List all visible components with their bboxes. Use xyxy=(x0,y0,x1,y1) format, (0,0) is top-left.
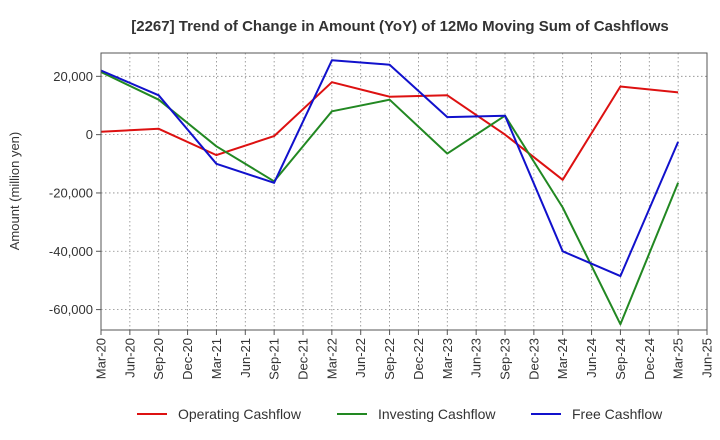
legend-label-1: Operating Cashflow xyxy=(178,406,302,422)
x-tick-label: Sep-23 xyxy=(498,338,513,380)
series-line-2 xyxy=(100,71,680,326)
x-tick-label: Mar-20 xyxy=(94,338,109,379)
series-line-1 xyxy=(100,81,679,181)
y-tick-label: 0 xyxy=(86,127,93,142)
x-ticks: Mar-20 Jun-20 Sep-20 Dec-20 Mar-21 Jun-21 Sep-… xyxy=(94,330,715,380)
chart-title: [2267] Trend of Change in Amount (YoY) o… xyxy=(131,18,669,35)
x-tick-label: Dec-20 xyxy=(180,338,195,380)
series-group xyxy=(100,59,680,326)
x-tick-label: Sep-21 xyxy=(267,338,282,380)
plot-frame xyxy=(100,52,708,331)
x-tick-label: Sep-22 xyxy=(382,338,397,380)
x-tick-label: Mar-25 xyxy=(671,338,686,379)
legend-label-3: Free Cashflow xyxy=(572,406,663,422)
y-tick-label: -20,000 xyxy=(49,185,93,200)
x-tick-label: Jun-21 xyxy=(238,338,253,378)
y-tick-label: -40,000 xyxy=(49,244,93,259)
y-axis-label: Amount (million yen) xyxy=(7,132,22,251)
x-tick-label: Mar-24 xyxy=(555,338,570,379)
y-tick-label: -60,000 xyxy=(49,302,93,317)
legend: Operating Cashflow Investing Cashflow Free… xyxy=(137,406,663,422)
x-tick-label: Mar-21 xyxy=(209,338,224,379)
x-tick-label: Sep-24 xyxy=(613,338,628,380)
x-tick-label: Sep-20 xyxy=(151,338,166,380)
x-tick-label: Jun-25 xyxy=(700,338,715,378)
series-line-3 xyxy=(100,59,680,278)
x-tick-label: Dec-21 xyxy=(296,338,311,380)
x-tick-label: Jun-22 xyxy=(353,338,368,378)
x-tick-label: Dec-22 xyxy=(411,338,426,380)
y-ticks: 20,000 0 -20,000 -40,000 -60,000 xyxy=(49,69,101,317)
x-tick-label: Mar-22 xyxy=(324,338,339,379)
x-tick-label: Jun-20 xyxy=(122,338,137,378)
legend-label-2: Investing Cashflow xyxy=(378,406,496,422)
x-tick-label: Mar-23 xyxy=(440,338,455,379)
y-tick-label: 20,000 xyxy=(53,69,93,84)
x-tick-label: Jun-23 xyxy=(469,338,484,378)
x-tick-label: Dec-23 xyxy=(526,338,541,380)
x-tick-label: Jun-24 xyxy=(584,338,599,378)
x-tick-label: Dec-24 xyxy=(642,338,657,380)
